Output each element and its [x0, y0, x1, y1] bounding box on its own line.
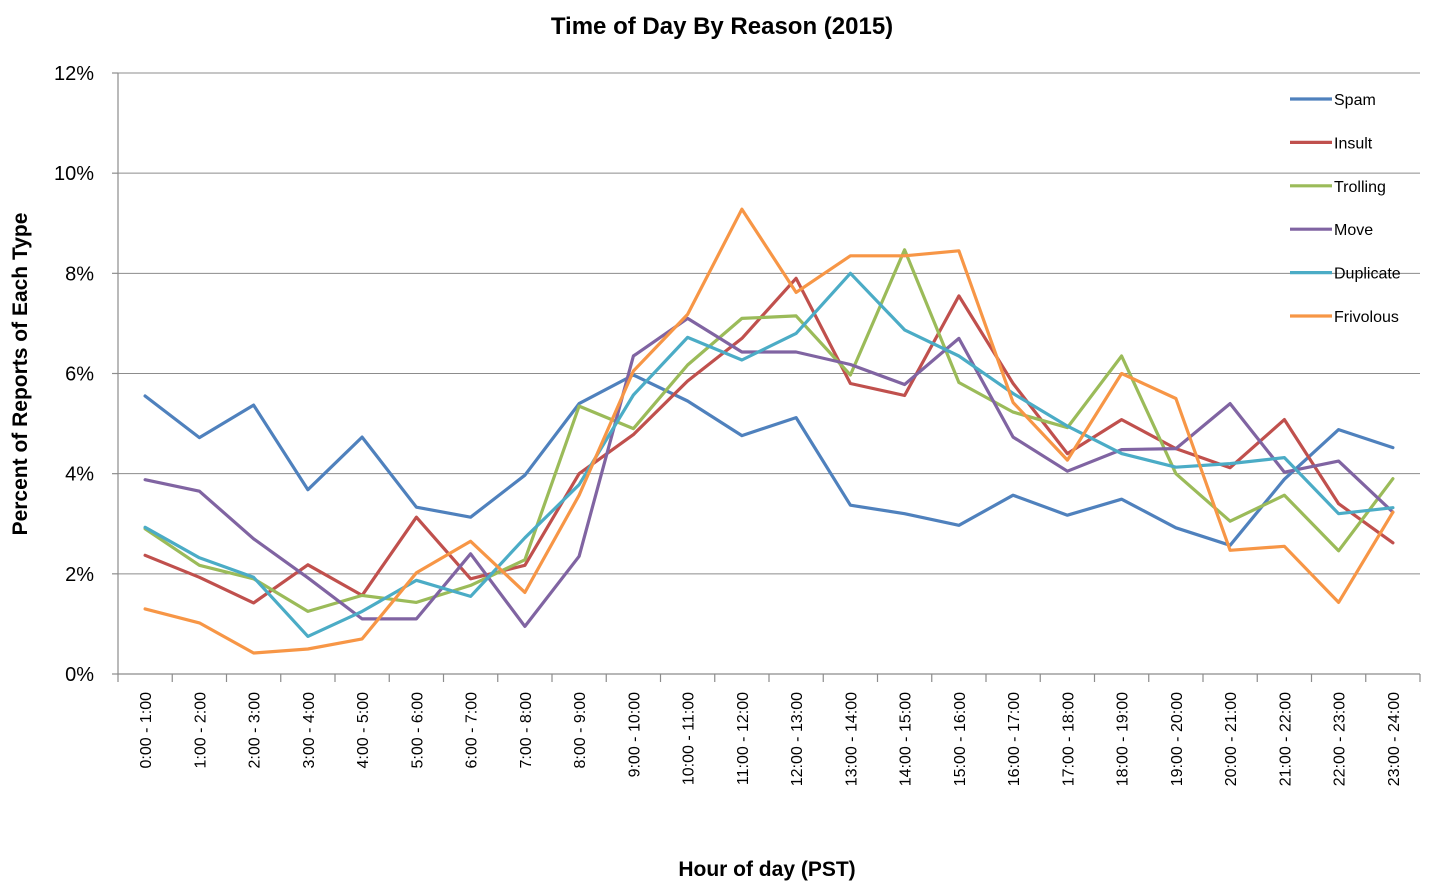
- x-tick-label: 4:00 - 5:00: [355, 692, 372, 769]
- x-tick-label: 8:00 - 9:00: [572, 692, 589, 769]
- chart-title: Time of Day By Reason (2015): [551, 13, 893, 40]
- series-line-duplicate: [143, 271, 1395, 639]
- x-tick-label: 14:00 - 15:00: [898, 692, 915, 786]
- x-tick-label: 18:00 - 19:00: [1115, 692, 1132, 786]
- x-tick-label: 21:00 - 22:00: [1277, 692, 1294, 786]
- legend-label: Move: [1334, 222, 1373, 239]
- legend-label: Frivolous: [1334, 309, 1399, 326]
- series-line-trolling: [143, 248, 1395, 614]
- x-tick-label: 19:00 - 20:00: [1169, 692, 1186, 786]
- x-tick-label: 7:00 - 8:00: [518, 692, 535, 769]
- legend: Spam Insult Trolling Move Duplicate Frivolous: [1290, 92, 1401, 326]
- y-tick-label: 12%: [54, 63, 94, 85]
- x-tick-label: 2:00 - 3:00: [247, 692, 264, 769]
- y-tick-label: 10%: [54, 163, 94, 185]
- x-tick-label: 1:00 - 2:00: [192, 692, 209, 769]
- legend-label: Spam: [1334, 92, 1376, 109]
- x-tick-label: 17:00 - 18:00: [1060, 692, 1077, 786]
- x-tick-label: 12:00 - 13:00: [789, 692, 806, 786]
- x-tick-label: 11:00 - 12:00: [735, 692, 752, 785]
- series-line-insult: [143, 276, 1395, 605]
- x-tick-label: 16:00 - 17:00: [1006, 692, 1023, 786]
- y-tick-label: 8%: [65, 263, 94, 285]
- y-tick-label: 2%: [65, 564, 94, 586]
- y-tick-label: 6%: [65, 364, 94, 386]
- y-tick-label: 0%: [65, 664, 94, 686]
- x-tick-label: 13:00 - 14:00: [843, 692, 860, 786]
- x-axis-title: Hour of day (PST): [678, 858, 855, 881]
- x-tick-label: 5:00 - 6:00: [409, 692, 426, 769]
- series-line-move: [143, 316, 1395, 629]
- x-tick-label: 15:00 - 16:00: [952, 692, 969, 786]
- x-tick-label: 0:00 - 1:00: [138, 692, 155, 769]
- y-tick-label: 4%: [65, 464, 94, 486]
- series-lines: [143, 207, 1395, 655]
- x-tick-label: 23:00 - 24:00: [1386, 692, 1403, 786]
- y-axis-title: Percent of Reports of Each Type: [9, 213, 32, 536]
- x-tick-label: 3:00 - 4:00: [301, 692, 318, 769]
- x-tick-label: 9:00 - 10:00: [626, 692, 643, 778]
- x-axis-ticks: 0:00 - 1:00 1:00 - 2:00 2:00 - 3:00 3:00 - …: [117, 674, 1421, 786]
- series-line-spam: [143, 373, 1395, 547]
- legend-label: Duplicate: [1334, 266, 1401, 283]
- x-tick-label: 10:00 - 11:00: [681, 692, 698, 785]
- series-line-frivolous: [143, 207, 1395, 655]
- x-tick-label: 6:00 - 7:00: [464, 692, 481, 769]
- legend-label: Trolling: [1334, 179, 1386, 196]
- x-tick-label: 20:00 - 21:00: [1223, 692, 1240, 786]
- legend-label: Insult: [1334, 135, 1373, 152]
- x-tick-label: 22:00 - 23:00: [1332, 692, 1349, 786]
- y-axis-ticks: 0% 2% 4% 6% 8% 10% 12%: [54, 63, 118, 686]
